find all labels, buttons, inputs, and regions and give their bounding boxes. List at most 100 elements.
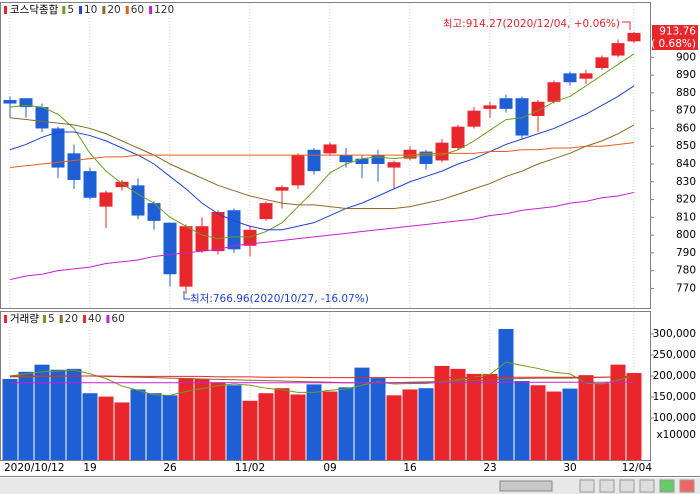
zoom-button[interactable]	[619, 479, 635, 493]
volume-bar	[18, 371, 34, 460]
volume-bar	[114, 402, 130, 460]
y-tick-label: 860	[676, 122, 696, 134]
x-tick-label: 23	[483, 462, 496, 474]
x-tick-label: 16	[403, 462, 417, 474]
zoom-button[interactable]	[679, 479, 695, 493]
candle-body	[83, 171, 97, 198]
zoom-button[interactable]	[659, 479, 675, 493]
legend-entry: 5	[48, 313, 55, 325]
volume-bar	[338, 387, 354, 460]
candle-body	[451, 126, 465, 148]
zoom-button[interactable]	[579, 479, 595, 493]
legend-swatch	[106, 315, 110, 323]
volume-bar	[610, 364, 626, 460]
candle-body	[3, 100, 17, 104]
zoom-button[interactable]	[599, 479, 615, 493]
legend-swatch	[83, 315, 87, 323]
volume-bar	[354, 367, 370, 460]
volume-bar	[562, 388, 578, 460]
volume-bar	[98, 396, 114, 460]
candle-body	[163, 222, 177, 275]
candle-body	[563, 73, 577, 83]
candle-body	[355, 158, 369, 164]
candle-body	[499, 98, 513, 109]
candle-body	[339, 155, 353, 163]
x-tick-label: 12/04	[622, 462, 653, 474]
volume-bar	[50, 369, 66, 460]
volume-bar	[626, 373, 642, 460]
zoom-button[interactable]	[639, 479, 655, 493]
volume-bar	[210, 382, 226, 460]
legend-swatch	[102, 6, 106, 14]
y-tick-label: 890	[676, 69, 696, 81]
moving-average	[9, 85, 635, 231]
volume-bar	[546, 391, 562, 460]
x-tick-label: 2020/10/12	[4, 462, 65, 474]
candle-body	[435, 142, 449, 161]
moving-average	[9, 191, 635, 281]
candle-body	[307, 149, 321, 172]
volume-bar	[258, 393, 274, 460]
change-box	[652, 38, 698, 50]
candle-body	[115, 181, 129, 188]
min-arrow	[183, 291, 190, 300]
y-tick-label: 780	[676, 265, 696, 277]
legend-swatch	[62, 6, 66, 14]
volume-bar	[386, 395, 402, 460]
y-tick-label: 870	[676, 105, 696, 117]
legend-title: 거래량	[10, 313, 39, 325]
x-tick-label: 30	[563, 462, 576, 474]
y-tick-label: 300,000	[653, 328, 696, 340]
legend-entry: 120	[154, 4, 174, 16]
scrollbar[interactable]	[0, 478, 700, 494]
candle-body	[467, 110, 481, 127]
volume-bar	[178, 378, 194, 460]
legend-entry: 5	[67, 4, 74, 16]
candle-body	[547, 82, 561, 102]
volume-bar	[450, 368, 466, 460]
volume-bar	[194, 378, 210, 460]
y-tick-label: 840	[676, 158, 696, 170]
candle-body	[67, 153, 81, 180]
candle-body	[243, 229, 257, 246]
min-annotation: 최저:766.96(2020/10/27, -16.07%)	[190, 293, 369, 305]
volume-bar	[322, 391, 338, 460]
volume-bar	[82, 393, 98, 460]
volume-bar	[290, 394, 306, 460]
volume-bar	[66, 368, 82, 460]
candle-body	[227, 210, 241, 250]
volume-bar	[466, 373, 482, 460]
candle-body	[579, 73, 593, 79]
legend-swatch	[4, 315, 7, 323]
y-tick-label: 800	[676, 229, 696, 241]
y-tick-label: 900	[676, 51, 696, 63]
legend-entry: 40	[88, 313, 101, 325]
y-tick-label: 250,000	[653, 349, 696, 361]
last-price: 913.76	[659, 26, 696, 38]
volume-bar	[530, 385, 546, 460]
legend-swatch	[149, 6, 153, 14]
candle-body	[275, 187, 289, 191]
legend-entry: 60	[131, 4, 144, 16]
x-tick-label: 19	[83, 462, 96, 474]
candle-body	[259, 203, 273, 220]
legend-swatch	[59, 315, 63, 323]
volume-bar	[306, 384, 322, 460]
unit-label: x10000	[656, 429, 696, 441]
candle-body	[147, 203, 161, 221]
candle-body	[131, 185, 145, 216]
scroll-thumb[interactable]	[499, 480, 553, 492]
volume-bar	[482, 373, 498, 460]
y-tick-label: 200,000	[653, 370, 696, 382]
candle-body	[35, 107, 49, 129]
max-annotation: 최고:914.27(2020/12/04, +0.06%)	[443, 18, 620, 30]
moving-average	[10, 375, 634, 379]
candle-body	[179, 226, 193, 287]
volume-bar	[578, 375, 594, 460]
y-tick-label: 770	[676, 282, 696, 294]
candle-body	[627, 32, 641, 42]
y-tick-label: 880	[676, 87, 696, 99]
y-tick-label: 100,000	[653, 412, 696, 424]
legend-title: 코스닥종합	[10, 4, 59, 16]
